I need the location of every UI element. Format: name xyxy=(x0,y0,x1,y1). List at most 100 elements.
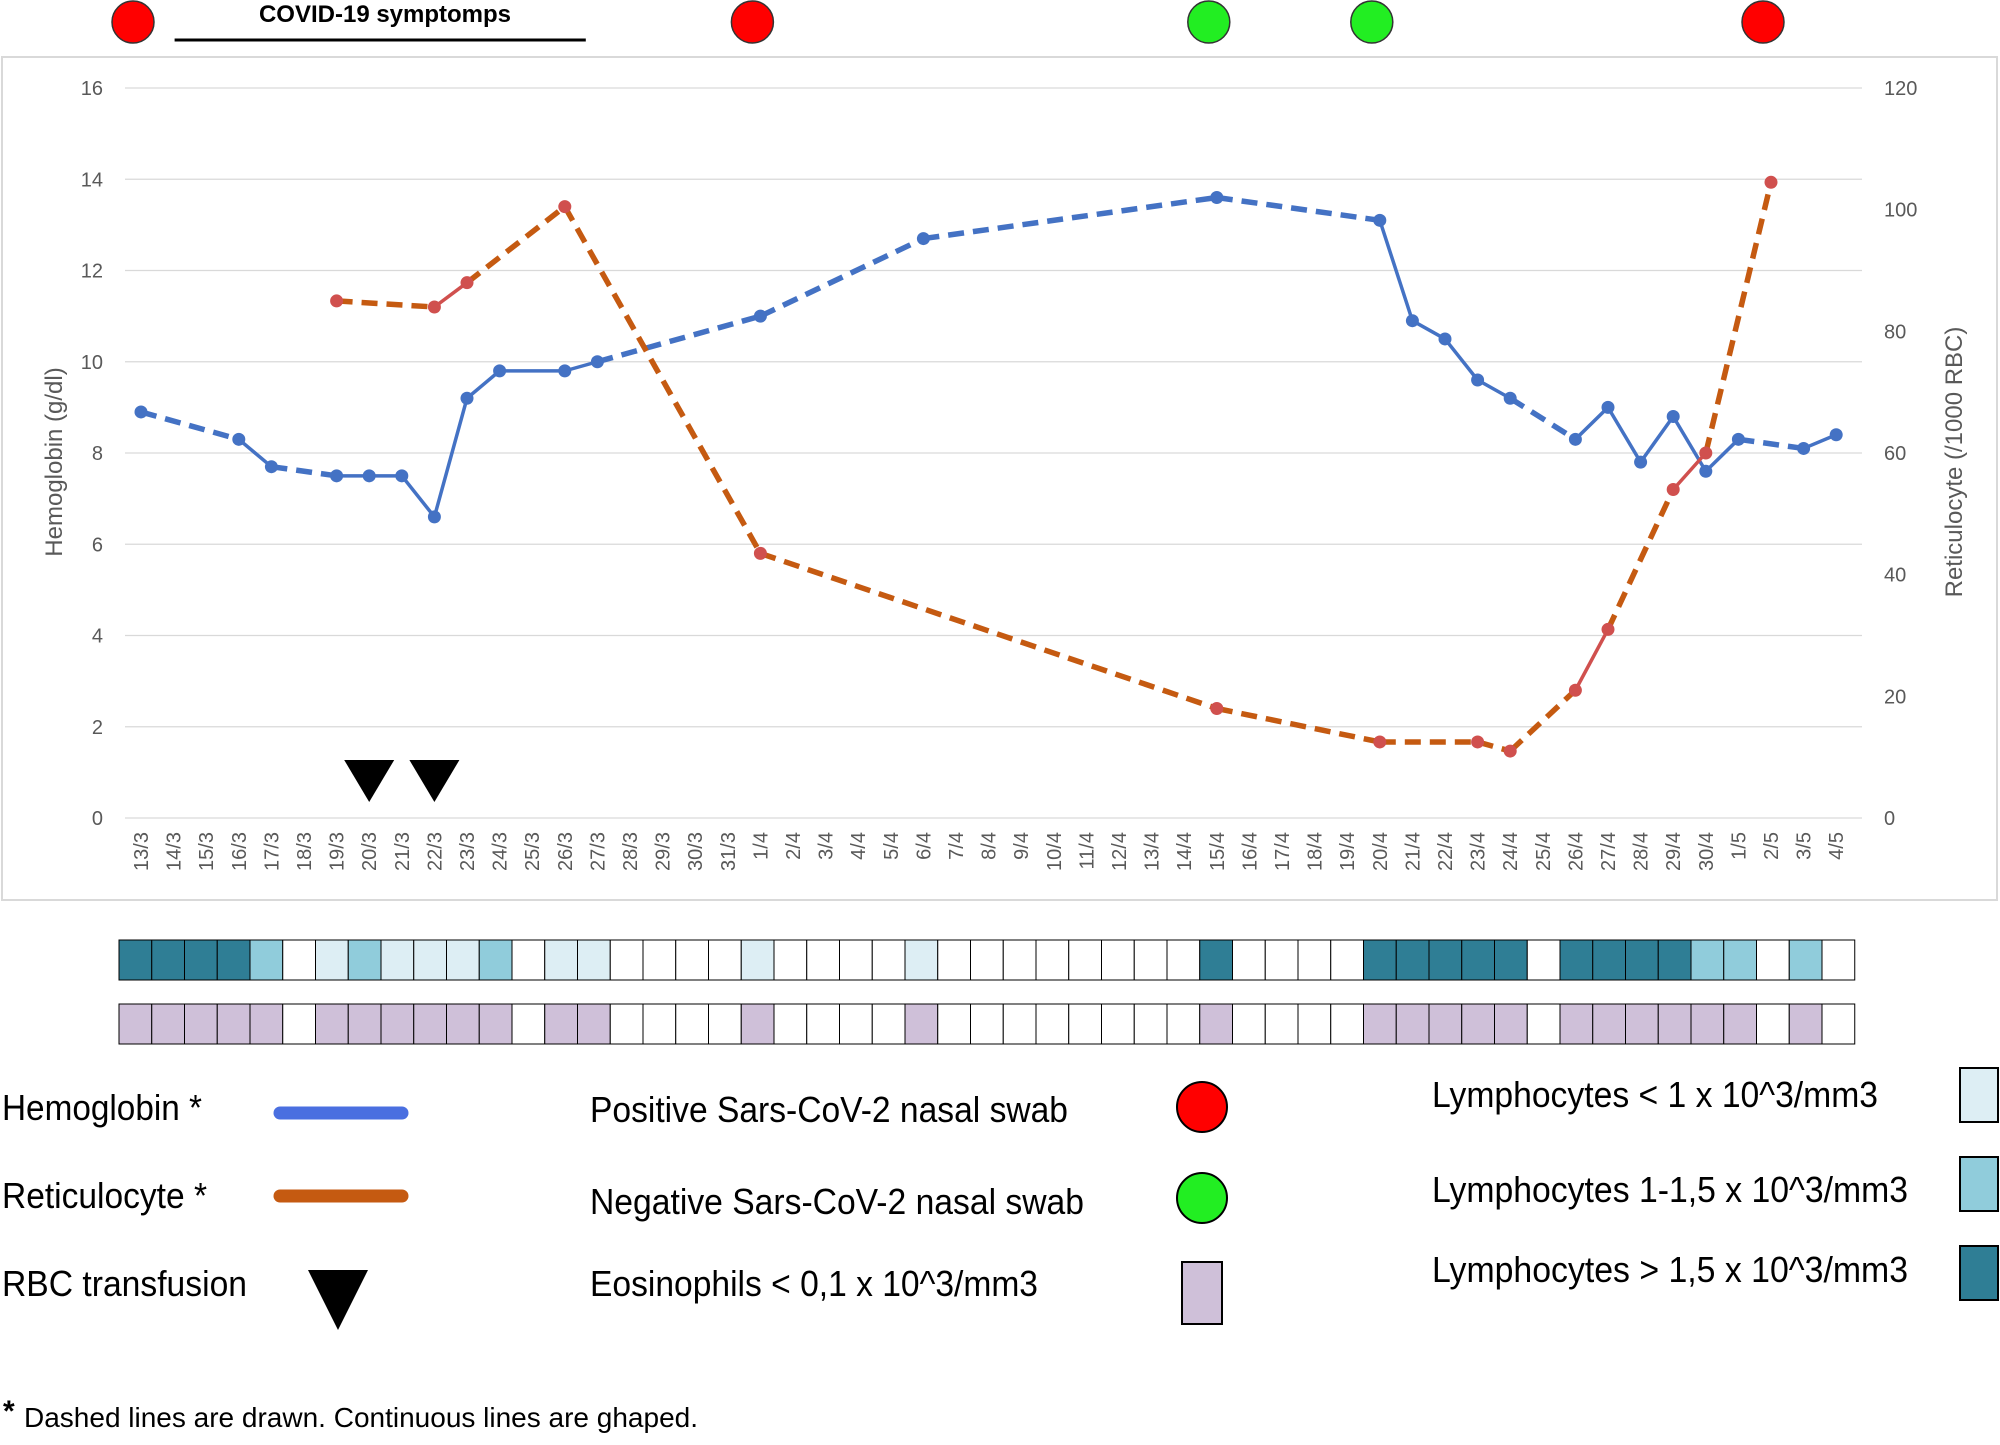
left-tick-label: 12 xyxy=(81,261,103,283)
hemoglobin-point xyxy=(1405,314,1419,328)
hemoglobin-segment xyxy=(1639,415,1675,464)
legend-lymph-low-swatch xyxy=(1959,1067,1999,1123)
positive-swab-icon xyxy=(730,0,775,44)
hemoglobin-segment xyxy=(1606,406,1643,464)
eosinophil-cell xyxy=(184,1003,218,1045)
eosinophil-cell xyxy=(380,1003,415,1045)
x-tick-label: 23/3 xyxy=(457,832,479,871)
reticulocyte-segment xyxy=(759,550,1218,712)
eosinophil-cell xyxy=(1592,1003,1626,1045)
reticulocyte-segment xyxy=(336,298,435,310)
x-tick-label: 15/3 xyxy=(196,832,218,871)
legend-transfusion-label: RBC transfusion xyxy=(2,1263,247,1304)
eosinophil-cell xyxy=(1330,1003,1364,1045)
eosinophil-cell xyxy=(1264,1003,1299,1045)
reticulocyte-segment xyxy=(562,205,763,555)
lymphocyte-cell xyxy=(675,939,709,981)
left-axis-title: Hemoglobin (g/dl) xyxy=(41,367,68,556)
hemoglobin-point xyxy=(916,232,930,246)
reticulocyte-point xyxy=(427,300,441,314)
eosinophil-cell xyxy=(970,1003,1004,1045)
eosinophil-cell xyxy=(413,1003,447,1045)
left-tick-label: 4 xyxy=(92,626,103,648)
x-tick-label: 24/4 xyxy=(1500,832,1522,871)
lymphocyte-cell xyxy=(970,939,1004,981)
eosinophil-cell xyxy=(1690,1003,1725,1045)
right-tick-label: 40 xyxy=(1884,565,1906,587)
lymphocyte-cell xyxy=(1395,939,1430,981)
hemoglobin-point xyxy=(1471,373,1485,387)
hemoglobin-point xyxy=(232,432,246,446)
x-tick-label: 21/3 xyxy=(392,832,414,871)
hemoglobin-segment xyxy=(140,409,240,442)
x-tick-label: 4/5 xyxy=(1826,832,1848,860)
hemoglobin-point xyxy=(460,391,474,405)
eosinophil-cell xyxy=(937,1003,971,1045)
lymphocyte-cell xyxy=(282,939,316,981)
x-tick-label: 22/4 xyxy=(1435,832,1457,871)
right-tick-label: 0 xyxy=(1884,808,1895,830)
eosinophil-cell xyxy=(1657,1003,1692,1045)
x-tick-label: 29/3 xyxy=(653,832,675,871)
negative-swab-icon xyxy=(1350,0,1394,44)
x-tick-label: 6/4 xyxy=(913,832,935,860)
hemoglobin-point xyxy=(1829,428,1843,442)
lymphocyte-cell xyxy=(1232,939,1266,981)
left-tick-label: 2 xyxy=(92,717,103,739)
reticulocyte-point xyxy=(1503,744,1517,758)
hemoglobin-point xyxy=(264,460,278,474)
x-tick-label: 2/4 xyxy=(783,832,805,860)
hemoglobin-point xyxy=(590,355,604,369)
legend-reticulocyte-label: Reticulocyte * xyxy=(2,1175,207,1216)
right-axis-title: Reticulocyte (/1000 RBC) xyxy=(1941,327,1968,598)
lymphocyte-cell xyxy=(609,939,644,981)
reticulocyte-point xyxy=(558,200,572,214)
left-tick-label: 10 xyxy=(81,352,103,374)
lymphocyte-cell xyxy=(577,939,611,981)
x-tick-label: 3/5 xyxy=(1794,832,1816,860)
legend-negative-swab-icon xyxy=(1176,1172,1228,1224)
x-tick-label: 8/4 xyxy=(979,832,1001,860)
eosinophil-cell xyxy=(1133,1003,1168,1045)
x-tick-label: 28/4 xyxy=(1631,832,1653,871)
reticulocyte-point xyxy=(1699,446,1713,460)
x-tick-label: 13/4 xyxy=(1142,832,1164,871)
lymphocyte-cell xyxy=(184,939,218,981)
lymphocyte-cell xyxy=(1101,939,1135,981)
right-tick-label: 120 xyxy=(1884,78,1917,100)
hemoglobin-segment xyxy=(1671,415,1708,473)
reticulocyte-point xyxy=(460,276,474,290)
hemoglobin-point xyxy=(753,309,767,323)
legend-transfusion-triangle-icon xyxy=(308,1270,368,1330)
eosinophil-cell xyxy=(1199,1003,1233,1045)
eosinophil-cell xyxy=(1297,1003,1332,1045)
x-tick-label: 5/4 xyxy=(881,832,903,860)
lymphocyte-cell xyxy=(446,939,480,981)
lymphocyte-cell xyxy=(1559,939,1594,981)
lymphocyte-cell xyxy=(904,939,939,981)
reticulocyte-segment xyxy=(1216,705,1381,745)
lymphocyte-cell xyxy=(1821,939,1856,981)
eosinophil-cell xyxy=(806,1003,840,1045)
reticulocyte-segment xyxy=(1573,628,1610,692)
reticulocyte-segment xyxy=(433,281,469,309)
hemoglobin-segment xyxy=(1508,395,1577,442)
reticulocyte-segment xyxy=(1703,181,1774,454)
hemoglobin-segment xyxy=(271,463,337,479)
legend-lymph-mid-swatch xyxy=(1959,1156,1999,1212)
right-axis-ticks: 0 20 40 60 80 100 120 xyxy=(1884,78,1917,830)
positive-swab-icon xyxy=(111,0,155,44)
legend-hemoglobin-label: Hemoglobin * xyxy=(2,1087,202,1128)
lymphocyte-cell xyxy=(413,939,447,981)
eosinophil-cell xyxy=(740,1003,775,1045)
lymphocyte-cell xyxy=(1723,939,1757,981)
lymphocyte-cell xyxy=(642,939,677,981)
lymphocyte-cell xyxy=(1002,939,1037,981)
eosinophil-cell xyxy=(1461,1003,1495,1045)
x-tick-label: 23/4 xyxy=(1468,832,1490,871)
lymphocyte-cell xyxy=(1264,939,1299,981)
swab-markers xyxy=(111,0,1785,44)
lymphocyte-cell xyxy=(1068,939,1102,981)
lymphocyte-cell xyxy=(773,939,808,981)
